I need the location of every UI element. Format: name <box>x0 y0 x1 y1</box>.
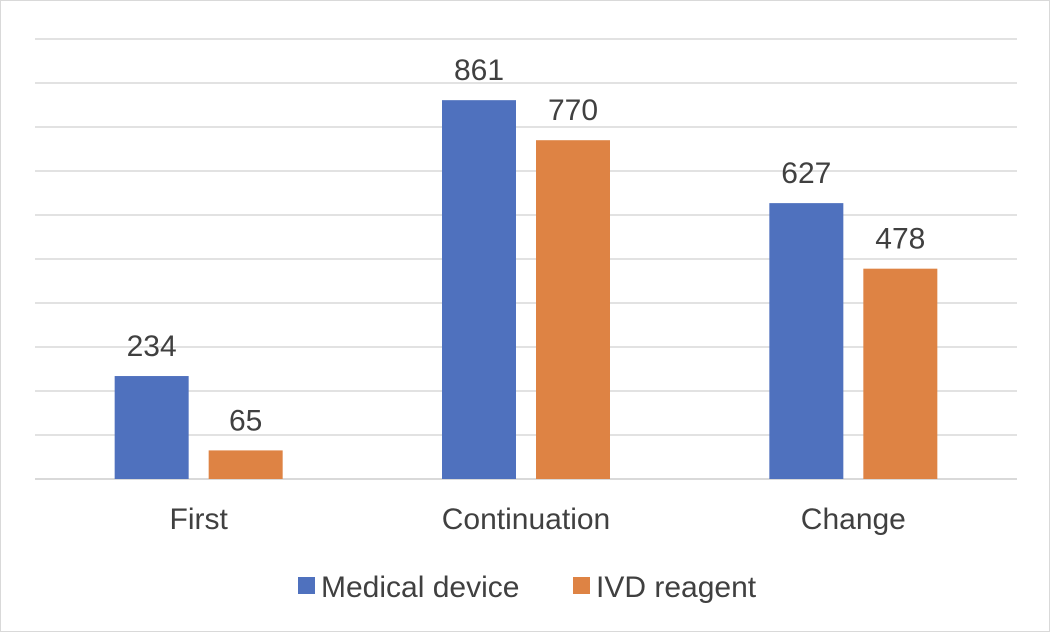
data-label: 627 <box>781 157 831 190</box>
legend-swatch <box>298 577 315 594</box>
x-tick-label: Change <box>801 503 906 536</box>
bar-ivd-reagent-change <box>863 268 938 479</box>
data-label: 234 <box>127 330 177 363</box>
bar-ivd-reagent-first <box>208 450 283 479</box>
x-tick-label: First <box>170 503 229 536</box>
bar-medical-device-continuation <box>442 100 516 479</box>
bar-medical-device-change <box>769 203 844 479</box>
legend-label: Medical device <box>321 571 519 604</box>
bars <box>114 100 938 479</box>
bar-medical-device-first <box>114 376 189 479</box>
data-label: 478 <box>875 223 925 256</box>
gridlines <box>35 38 1017 480</box>
legend-swatch <box>573 577 590 594</box>
legend-label: IVD reagent <box>596 571 757 604</box>
value-labels: 234 65 861 770 627 478 <box>127 54 926 437</box>
data-label: 861 <box>454 54 504 87</box>
category-labels: First Continuation Change <box>170 503 906 536</box>
data-label: 65 <box>229 404 262 437</box>
legend: Medical device IVD reagent <box>298 571 757 604</box>
bar-ivd-reagent-continuation <box>536 140 610 479</box>
x-tick-label: Continuation <box>442 503 610 536</box>
data-label: 770 <box>548 94 598 127</box>
